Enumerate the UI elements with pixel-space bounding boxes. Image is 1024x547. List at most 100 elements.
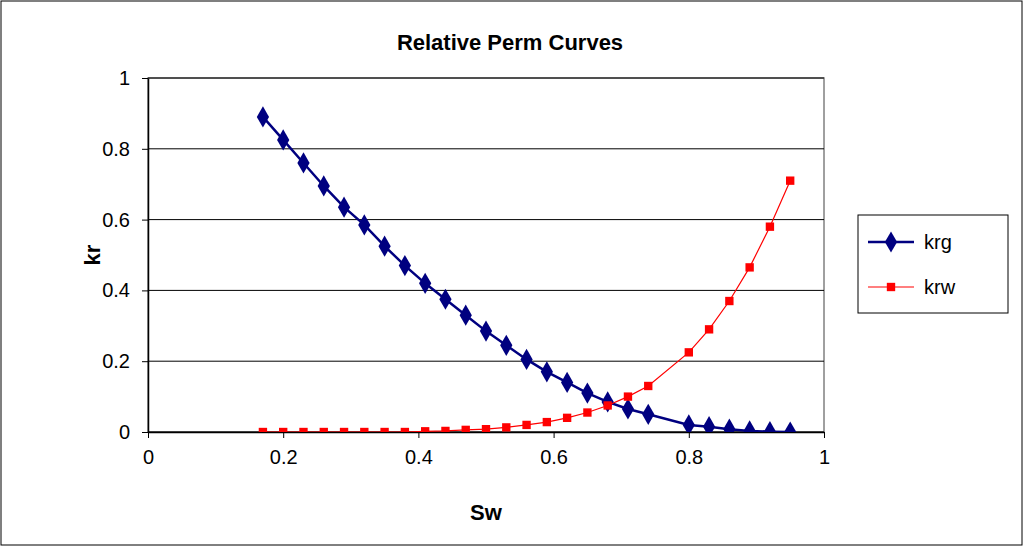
- tick-mark: [142, 220, 148, 221]
- tick-mark: [142, 290, 148, 291]
- x-axis: 0 0.2 0.4 0.6 0.8 1: [143, 432, 830, 468]
- marker: [378, 236, 390, 257]
- title: Relative Perm Curves: [397, 30, 623, 55]
- marker: [502, 423, 510, 431]
- tick-mark: [142, 78, 148, 79]
- marker: [583, 408, 591, 416]
- tick: 1: [819, 432, 830, 468]
- marker: [439, 289, 451, 310]
- marker: [338, 197, 350, 218]
- tick-label: 1: [819, 446, 830, 468]
- legend-label: krg: [924, 231, 952, 253]
- tick: 0: [119, 421, 148, 443]
- legend-box: [858, 215, 1008, 313]
- marker: [318, 175, 330, 196]
- tick: 0.2: [102, 350, 148, 372]
- tick-mark: [148, 432, 149, 438]
- marker: [520, 349, 532, 370]
- marker: [380, 428, 388, 432]
- marker: [705, 325, 713, 333]
- tick-label: 0.6: [102, 209, 130, 231]
- marker: [642, 404, 654, 425]
- marker: [602, 391, 614, 412]
- tick-mark: [824, 432, 825, 438]
- marker: [320, 428, 328, 432]
- marker: [299, 428, 307, 432]
- tick-label: 0.6: [540, 446, 568, 468]
- marker: [480, 320, 492, 341]
- marker: [522, 421, 530, 429]
- marker: [277, 129, 289, 150]
- tick: 0.6: [540, 432, 568, 468]
- tick-label: 0.8: [102, 138, 130, 160]
- marker: [644, 382, 652, 390]
- tick-label: 1: [119, 67, 130, 89]
- legend-marker: [885, 231, 897, 252]
- tick: 0.6: [102, 209, 148, 231]
- chart: 0 0.2 0.4 0.6 0.8 1 0 0.2 0.4 0.6 0.8 1 Relative Per…: [0, 0, 1024, 547]
- tick-mark: [142, 149, 148, 150]
- tick-mark: [554, 432, 555, 438]
- tick-label: 0.4: [405, 446, 433, 468]
- marker: [401, 428, 409, 432]
- marker: [703, 416, 715, 432]
- marker: [421, 427, 429, 432]
- tick: 0.4: [405, 432, 433, 468]
- plot-area: [257, 106, 797, 432]
- marker: [624, 392, 632, 400]
- tick: 0.8: [102, 138, 148, 160]
- tick: 0: [143, 432, 154, 468]
- tick: 0.2: [270, 432, 298, 468]
- y-axis: 0 0.2 0.4 0.6 0.8 1: [102, 67, 148, 443]
- marker: [786, 176, 794, 184]
- marker: [622, 398, 634, 419]
- marker: [419, 273, 431, 294]
- tick-label: 0.2: [102, 350, 130, 372]
- marker: [581, 382, 593, 403]
- chart-border: [1, 1, 1022, 545]
- grid-line: [148, 148, 824, 149]
- series: [257, 106, 797, 432]
- marker: [603, 401, 611, 409]
- series-line: [263, 117, 790, 432]
- series: [259, 176, 795, 432]
- series-line: [263, 181, 790, 432]
- marker: [482, 425, 490, 432]
- tick-label: 0.2: [270, 446, 298, 468]
- grid-line: [148, 290, 824, 291]
- marker: [744, 420, 756, 432]
- legend-label: krw: [924, 276, 956, 298]
- marker: [259, 428, 267, 432]
- x-axis-title: Sw: [470, 500, 503, 525]
- marker: [784, 421, 796, 432]
- tick-mark: [142, 432, 148, 433]
- tick-mark: [283, 432, 284, 438]
- tick-mark: [689, 432, 690, 438]
- axis-line: [148, 79, 150, 433]
- marker: [358, 214, 370, 235]
- marker: [297, 152, 309, 173]
- marker: [683, 414, 695, 432]
- marker: [561, 372, 573, 393]
- grid-line: [148, 78, 824, 79]
- legend-marker: [887, 283, 895, 291]
- marker: [766, 222, 774, 230]
- marker: [685, 348, 693, 356]
- grid-line: [148, 219, 824, 220]
- marker: [541, 361, 553, 382]
- marker: [745, 263, 753, 271]
- marker: [340, 428, 348, 432]
- plot-frame: [148, 78, 824, 432]
- grid-line: [148, 361, 824, 362]
- marker: [279, 428, 287, 432]
- tick-mark: [142, 361, 148, 362]
- marker: [563, 414, 571, 422]
- marker: [500, 335, 512, 356]
- tick: 0.4: [102, 279, 148, 301]
- tick: 0.8: [675, 432, 703, 468]
- marker: [725, 297, 733, 305]
- marker: [441, 427, 449, 432]
- marker: [543, 418, 551, 426]
- grid: [148, 78, 824, 432]
- marker: [360, 428, 368, 432]
